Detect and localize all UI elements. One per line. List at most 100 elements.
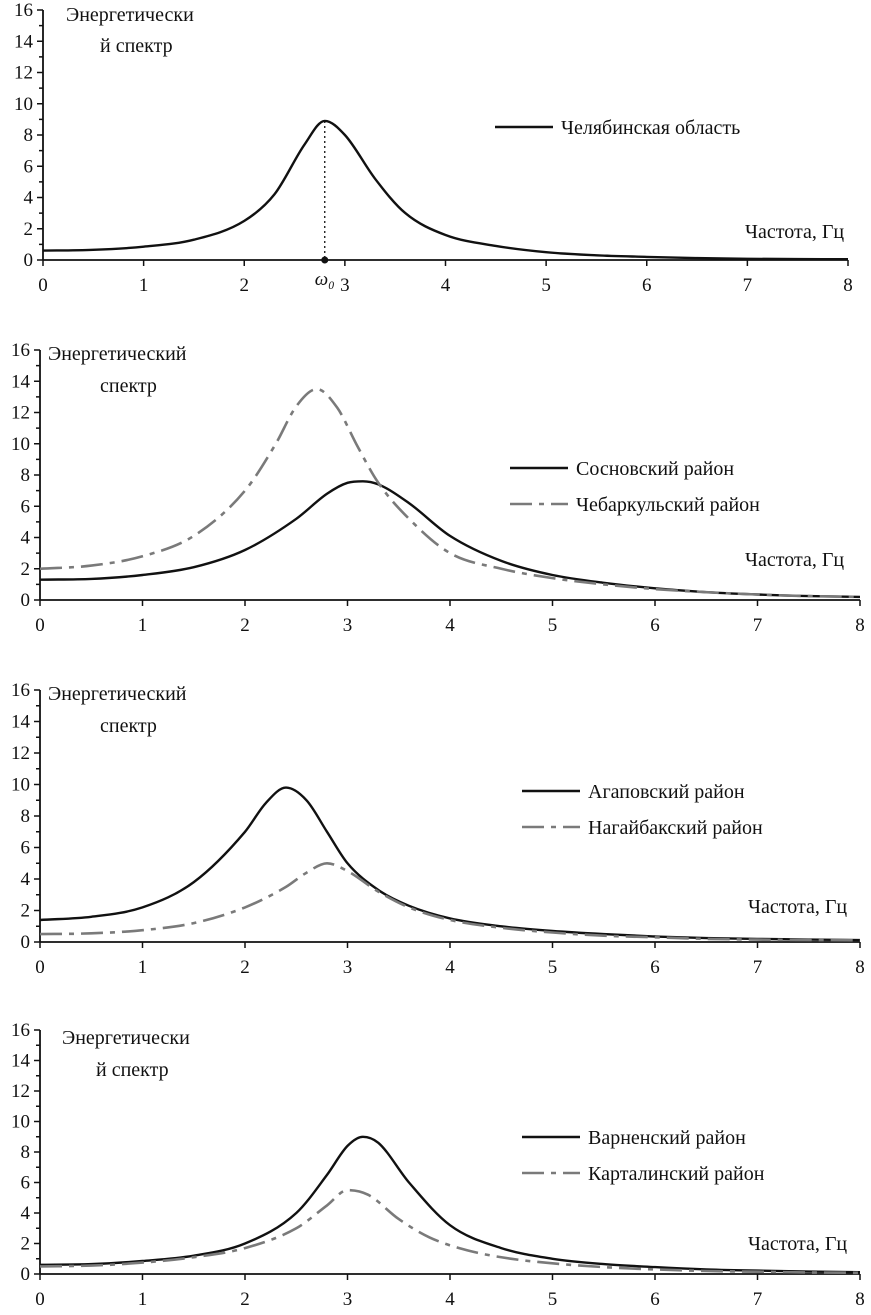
y-tick-label: 6 [24,156,34,177]
x-tick-label: 6 [650,957,660,978]
y-tick-label: 16 [11,680,30,701]
y-axis-label: Энергетически [66,4,194,26]
x-tick-label: 3 [343,1289,353,1310]
x-tick-label: 2 [240,615,250,636]
series-line-1 [39,1135,861,1274]
y-tick-label: 4 [21,869,31,890]
x-tick-label: 0 [35,957,45,978]
y-axis-label: спектр [100,715,157,737]
y-tick-label: 8 [24,125,34,146]
x-tick-label: 5 [548,615,558,636]
legend-entry-2: Нагайбакский район [588,817,763,839]
y-tick-label: 12 [11,403,30,424]
x-tick-label: 5 [548,957,558,978]
x-tick-label: 7 [753,615,763,636]
x-tick-label: 0 [35,615,45,636]
x-tick-label: 8 [843,275,853,296]
x-axis-label: Частота, Гц [748,896,847,918]
y-tick-label: 8 [21,465,31,486]
y-tick-label: 12 [11,1081,30,1102]
x-tick-label: 7 [743,275,753,296]
x-tick-label: 0 [35,1289,45,1310]
x-tick-label: 0 [38,275,48,296]
x-tick-label: 8 [855,957,865,978]
y-tick-label: 6 [21,838,31,859]
x-axis-label: Частота, Гц [745,549,844,571]
x-tick-label: 4 [441,275,451,296]
y-tick-label: 2 [24,219,34,240]
y-axis-label: й спектр [96,1059,169,1081]
y-tick-label: 0 [21,590,31,611]
x-tick-label: 8 [855,1289,865,1310]
x-tick-label: 2 [240,957,250,978]
y-tick-label: 10 [14,94,33,115]
y-tick-label: 8 [21,1142,31,1163]
y-tick-label: 6 [21,1173,31,1194]
series-line-2 [39,387,861,599]
series-line-1 [39,786,861,942]
series-line-2 [39,862,861,942]
y-tick-label: 14 [11,1051,31,1072]
y-tick-label: 16 [11,340,30,361]
x-tick-label: 1 [138,1289,148,1310]
y-tick-label: 10 [11,434,30,455]
legend-entry-1: Агаповский район [588,781,745,803]
y-tick-label: 2 [21,901,31,922]
y-tick-label: 16 [11,1020,30,1041]
y-axis-label: Энергетический [48,683,187,705]
legend-entry-1: Сосновский район [576,458,734,480]
x-tick-label: 7 [753,957,763,978]
x-tick-label: 4 [445,1289,455,1310]
y-tick-label: 14 [11,712,31,733]
y-tick-label: 10 [11,775,30,796]
y-tick-label: 0 [24,250,34,271]
series-line-1 [42,119,849,261]
y-tick-label: 16 [14,0,33,21]
y-tick-label: 14 [14,31,34,52]
peak-marker-dot [321,256,329,264]
y-axis-label: Энергетический [48,343,187,365]
y-tick-label: 2 [21,1234,31,1255]
x-axis-label: Частота, Гц [748,1233,847,1255]
x-tick-label: 7 [753,1289,763,1310]
x-tick-label: 6 [650,1289,660,1310]
y-axis-label: Энергетически [62,1027,190,1049]
x-tick-label: 1 [138,957,148,978]
y-axis-label: й спектр [100,35,173,57]
y-tick-label: 14 [11,371,31,392]
x-tick-label: 4 [445,957,455,978]
x-tick-label: 3 [343,615,353,636]
series-line-2 [39,1188,861,1275]
legend-entry-2: Карталинский район [588,1163,765,1185]
x-tick-label: 1 [139,275,149,296]
legend-entry-1: Варненский район [588,1127,746,1149]
legend-entry-1: Челябинская область [561,117,740,139]
x-tick-label: 6 [642,275,652,296]
x-tick-label: 2 [240,275,250,296]
x-tick-label: 3 [343,957,353,978]
x-tick-label: 5 [548,1289,558,1310]
peak-annotation-label: ω₀ [315,269,335,290]
x-tick-label: 5 [541,275,551,296]
y-tick-label: 12 [14,63,33,84]
x-tick-label: 8 [855,615,865,636]
y-tick-label: 12 [11,743,30,764]
y-tick-label: 4 [21,528,31,549]
y-tick-label: 4 [24,188,34,209]
y-tick-label: 4 [21,1203,31,1224]
y-tick-label: 8 [21,806,31,827]
y-tick-label: 6 [21,496,31,517]
x-tick-label: 1 [138,615,148,636]
y-tick-label: 2 [21,559,31,580]
legend-entry-2: Чебаркульский район [576,494,760,516]
y-axis-label: спектр [100,375,157,397]
x-tick-label: 4 [445,615,455,636]
x-axis-label: Частота, Гц [745,221,844,243]
x-tick-label: 3 [340,275,350,296]
x-tick-label: 2 [240,1289,250,1310]
